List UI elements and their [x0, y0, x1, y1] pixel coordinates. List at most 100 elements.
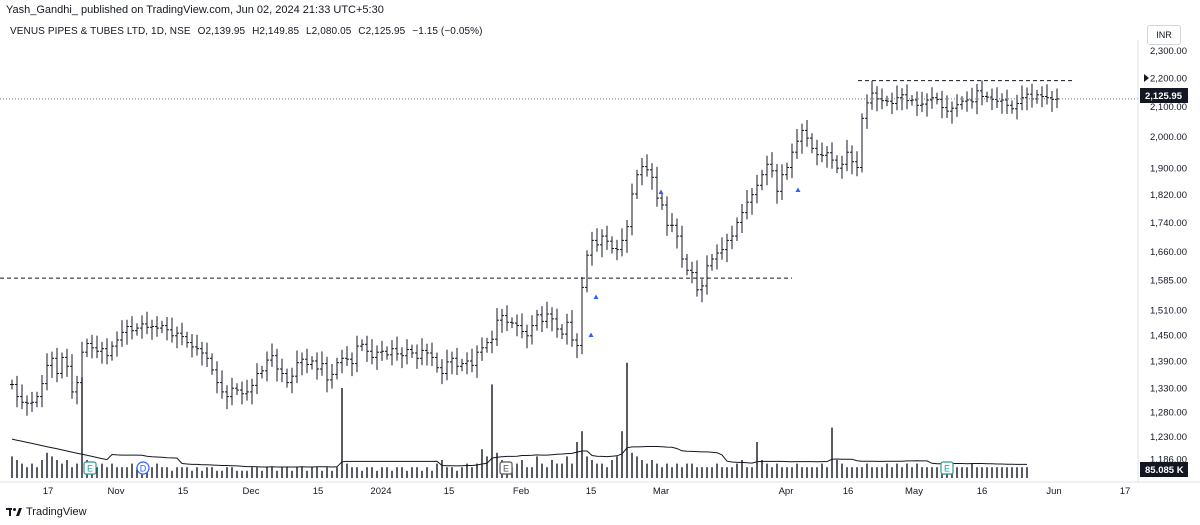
price-axis[interactable]: 2,300.00 2,200.00 2,100.00 2,000.00 1,900.00… [1150, 46, 1187, 466]
ohlc-bar [1050, 91, 1054, 112]
ohlc-bar [845, 139, 849, 172]
ohlc-bar [590, 231, 594, 266]
ohlc-bar [285, 368, 289, 388]
x-tick-label: Jun [1046, 486, 1061, 497]
y-tick-label: 1,390.00 [1150, 357, 1187, 368]
ohlc-bar [165, 317, 169, 341]
ohlc-bar [40, 375, 44, 408]
ohlc-bar [655, 166, 659, 207]
ohlc-bar [315, 352, 319, 380]
ohlc-bar [105, 338, 109, 365]
ohlc-bar [1005, 89, 1009, 114]
ohlc-bar [690, 261, 694, 284]
ohlc-bar [860, 113, 864, 173]
ohlc-bar [195, 334, 199, 356]
ohlc-bar [360, 339, 364, 351]
ohlc-bar [215, 361, 219, 394]
x-tick-label: May [905, 486, 923, 497]
ohlc-bar [700, 279, 704, 303]
ohlc-bar [915, 91, 919, 116]
ohlc-bar [890, 92, 894, 115]
ohlc-bar [435, 352, 439, 373]
time-axis[interactable]: 17 Nov 15 Dec 15 2024 15 Feb 15 Mar Apr 16 May 16 Jun 1… [43, 486, 1131, 497]
y-tick-label: 2,000.00 [1150, 132, 1187, 143]
x-tick-label: 15 [444, 486, 455, 497]
ohlc-bar [865, 94, 869, 129]
earnings-event-icon[interactable]: E [499, 461, 513, 475]
ohlc-bar [190, 334, 194, 358]
ohlc-bar [945, 95, 949, 118]
ohlc-bar [640, 158, 644, 186]
ohlc-bar [130, 316, 134, 340]
brand-name: TradingView [26, 506, 87, 518]
ohlc-bar [720, 237, 724, 260]
ohlc-bar [25, 395, 29, 416]
earnings-event-icon[interactable]: E [940, 461, 954, 475]
ohlc-bar [940, 90, 944, 119]
earnings-event-icon[interactable]: E [83, 461, 97, 475]
ohlc-bar [125, 319, 129, 345]
ohlc-bar [340, 349, 344, 374]
ohlc-bar [180, 322, 184, 346]
ohlc-bar [65, 348, 69, 377]
ohlc-bar [370, 339, 374, 365]
ohlc-bar [510, 317, 514, 329]
x-tick-label: Feb [513, 486, 529, 497]
ohlc-bar [60, 352, 64, 379]
y-tick-label: 2,300.00 [1150, 46, 1187, 57]
close-value: C2,125.95 [358, 26, 406, 37]
ohlc-bar [570, 310, 574, 347]
ohlc-bar [365, 335, 369, 362]
ohlc-bar [15, 375, 19, 408]
ohlc-bar [155, 316, 159, 337]
svg-text:D: D [140, 464, 147, 474]
y-tick-label: 2,200.00 [1150, 73, 1187, 84]
ohlc-bar [855, 151, 859, 177]
ohlc-bar [895, 85, 899, 111]
ohlc-bar [295, 350, 299, 384]
ohlc-bar [645, 154, 649, 177]
ohlc-bar [440, 359, 444, 385]
ohlc-bar [505, 305, 509, 331]
ohlc-bar [1000, 93, 1004, 114]
dividend-event-icon[interactable]: D [136, 461, 150, 475]
ohlc-bar [885, 95, 889, 107]
ohlc-bar [425, 343, 429, 366]
ohlc-bar [75, 375, 79, 405]
ohlc-bar [185, 331, 189, 348]
currency-button[interactable]: INR [1147, 25, 1181, 45]
tradingview-logo-icon [6, 508, 22, 516]
ohlc-bar [715, 244, 719, 270]
ohlc-bar [710, 254, 714, 271]
ohlc-bar [835, 155, 839, 174]
ohlc-bar [575, 333, 579, 359]
ohlc-bar [975, 84, 979, 115]
x-tick-label: Dec [243, 486, 260, 497]
ohlc-bar [735, 217, 739, 241]
x-tick-label: Nov [108, 486, 125, 497]
ohlc-bar [100, 341, 104, 364]
ohlc-bar [415, 344, 419, 369]
ohlc-bar [95, 335, 99, 359]
ohlc-bar [120, 320, 124, 347]
change-value: −1.15 (−0.05%) [412, 26, 483, 37]
ohlc-bar [350, 352, 354, 377]
signal-triangle-icon [795, 187, 801, 192]
ohlc-bar [1045, 84, 1049, 105]
ohlc-bar [210, 353, 214, 375]
ohlc-bar [145, 311, 149, 335]
ohlc-bar [995, 87, 999, 108]
y-tick-label: 2,100.00 [1150, 102, 1187, 113]
ohlc-bar [770, 152, 774, 178]
footer-brand[interactable]: TradingView [6, 506, 87, 518]
ohlc-bar [560, 324, 564, 339]
ohlc-bar [580, 277, 584, 355]
ohlc-bar [235, 383, 239, 395]
ohlc-bar [50, 351, 54, 378]
signal-triangle-icon [593, 294, 599, 299]
ohlc-bar [755, 174, 759, 204]
y-tick-label: 1,820.00 [1150, 190, 1187, 201]
ohlc-bar [515, 314, 519, 337]
ohlc-bar [470, 348, 474, 373]
